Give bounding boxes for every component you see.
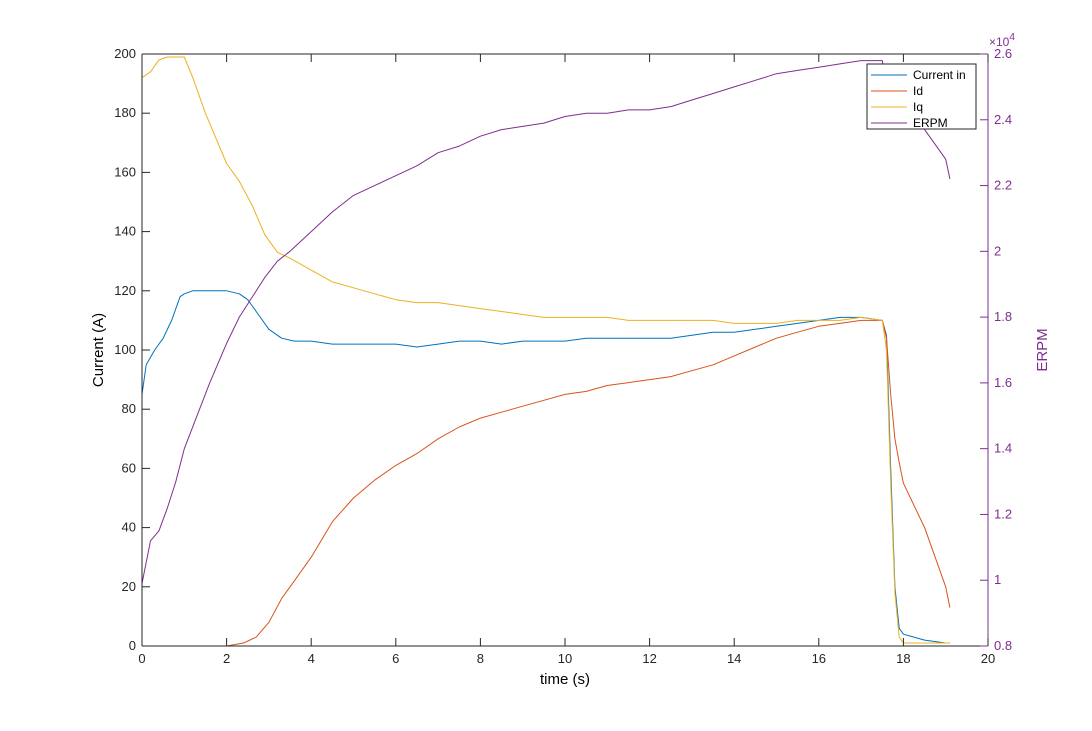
x-axis-label: time (s) (540, 671, 590, 688)
y-right-tick-label: 0.8 (994, 638, 1012, 653)
series-line-iq (141, 56, 950, 644)
right-axis-exponent-base: ×10 (989, 35, 1010, 49)
y-right-tick-label: 1 (994, 572, 1001, 587)
y-left-tick-label: 140 (114, 224, 136, 239)
y-left-tick-label: 0 (129, 638, 136, 653)
y-right-tick-label: 1.4 (994, 441, 1012, 456)
x-tick-label: 8 (477, 651, 484, 666)
y-left-tick-label: 160 (114, 164, 136, 179)
y-right-tick-label: 2.4 (994, 112, 1012, 127)
plot-background (142, 54, 988, 646)
x-tick-label: 10 (558, 651, 572, 666)
y-left-tick-label: 180 (114, 105, 136, 120)
legend-items: Current in Id Iq ERPM (871, 68, 966, 130)
series-layer (141, 56, 951, 647)
x-tick-label: 2 (223, 651, 230, 666)
x-tick-label: 18 (896, 651, 910, 666)
y-left-tick-label: 100 (114, 342, 136, 357)
y-left-tick-label: 20 (122, 579, 136, 594)
y-left-tick-label: 80 (122, 401, 136, 416)
x-tick-label: 6 (392, 651, 399, 666)
legend-label-erpm: ERPM (913, 116, 948, 130)
y-right-tick-label: 2.6 (994, 46, 1012, 61)
x-tick-label: 0 (138, 651, 145, 666)
series-line-erpm (141, 60, 951, 584)
right-axis-exponent-power: 4 (1009, 32, 1015, 43)
y-left-tick-label: 200 (114, 46, 136, 61)
y-right-tick-label: 2.2 (994, 178, 1012, 193)
legend-label-id: Id (913, 84, 923, 98)
x-tick-label: 20 (981, 651, 995, 666)
x-tick-label: 16 (812, 651, 826, 666)
x-tick-label: 12 (642, 651, 656, 666)
right-axis-exponent: ×104 (989, 32, 1015, 49)
x-tick-label: 14 (727, 651, 741, 666)
y-right-tick-label: 2 (994, 243, 1001, 258)
y-right-tick-label: 1.2 (994, 506, 1012, 521)
y-axis-label-left: Current (A) (90, 313, 107, 387)
legend-label-iq: Iq (913, 100, 923, 114)
y-right-tick-label: 1.8 (994, 309, 1012, 324)
y-left-tick-label: 60 (122, 460, 136, 475)
axes-layer: 0 2 4 6 8 10 12 14 16 18 2002040608010012014016018… (114, 46, 1012, 666)
y-axis-label-right: ERPM (1034, 328, 1051, 371)
x-tick-label: 4 (308, 651, 315, 666)
legend-label-current-in: Current in (913, 68, 966, 82)
y-right-tick-label: 1.6 (994, 375, 1012, 390)
series-line-id (142, 319, 951, 647)
legend: Current in Id Iq ERPM (866, 63, 977, 130)
y-left-tick-label: 40 (122, 520, 136, 535)
y-left-tick-label: 120 (114, 283, 136, 298)
